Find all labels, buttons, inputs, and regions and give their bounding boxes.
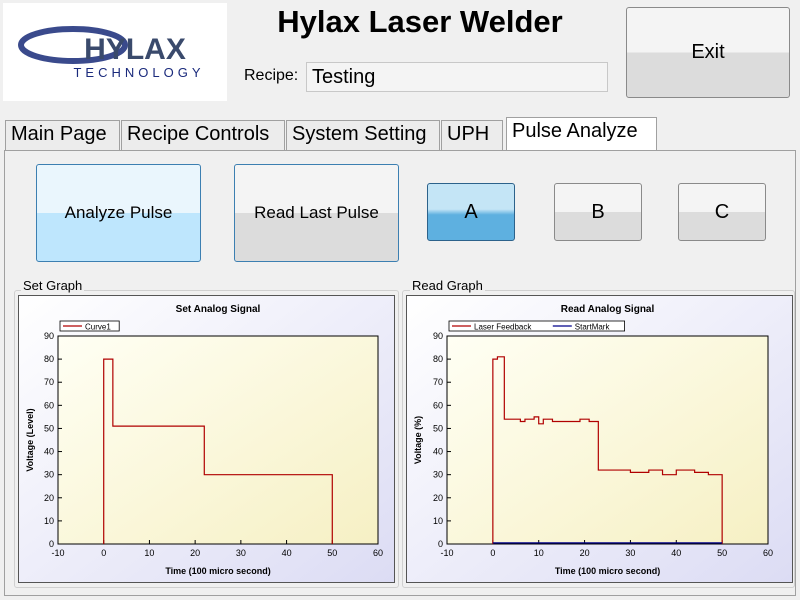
y-tick-label: 10	[44, 516, 54, 526]
x-tick-label: 60	[763, 548, 773, 558]
y-tick-label: 20	[433, 493, 443, 503]
tab[interactable]: Main Page	[5, 120, 120, 150]
logo-swoosh	[18, 26, 128, 64]
x-tick-label: 0	[101, 548, 106, 558]
tab[interactable]: Recipe Controls	[121, 120, 285, 150]
y-axis-label: Voltage (%)	[413, 416, 423, 464]
y-tick-label: 50	[44, 423, 54, 433]
data-line	[103, 358, 333, 544]
x-tick-label: 50	[327, 548, 337, 558]
chart: Set Analog Signal Time (100 micro second)…	[18, 295, 395, 583]
y-tick-label: 40	[433, 447, 443, 457]
y-tick-label: 20	[44, 493, 54, 503]
y-tick-label: 90	[433, 331, 443, 341]
x-axis-label: Time (100 micro second)	[165, 566, 270, 576]
x-axis-label: Time (100 micro second)	[555, 566, 660, 576]
x-tick-label: 0	[490, 548, 495, 558]
chart: Read Analog Signal Time (100 micro second…	[406, 295, 793, 583]
legend-label: Curve1	[85, 323, 111, 332]
y-tick-label: 80	[433, 354, 443, 364]
channel-button[interactable]: A	[427, 183, 515, 241]
plot-area	[446, 335, 769, 545]
chart-title: Set Analog Signal	[176, 304, 261, 315]
exit-button[interactable]: Exit	[626, 7, 790, 98]
x-tick-label: -10	[440, 548, 453, 558]
y-tick-label: 40	[44, 447, 54, 457]
tab[interactable]: UPH	[441, 120, 503, 150]
x-tick-label: 30	[625, 548, 635, 558]
app-title: Hylax Laser Welder	[277, 4, 563, 39]
y-tick-label: 70	[433, 377, 443, 387]
x-tick-label: 40	[282, 548, 292, 558]
tab[interactable]: System Setting	[286, 120, 440, 150]
y-tick-label: 30	[433, 470, 443, 480]
group-box	[14, 290, 399, 588]
x-tick-label: 10	[534, 548, 544, 558]
y-tick-label: 70	[44, 377, 54, 387]
x-tick-label: 30	[236, 548, 246, 558]
x-tick-label: -10	[51, 548, 64, 558]
y-tick-label: 10	[433, 516, 443, 526]
channel-button[interactable]: C	[678, 183, 766, 241]
group-box	[402, 290, 795, 588]
y-tick-label: 30	[44, 470, 54, 480]
x-tick-label: 60	[373, 548, 383, 558]
y-tick-label: 50	[433, 423, 443, 433]
legend-box	[448, 320, 626, 332]
recipe-label: Recipe:	[244, 67, 299, 84]
group-label: Set Graph	[21, 278, 85, 293]
logo-graphic: HYLAX TECHNOLOGY	[18, 26, 204, 80]
legend-label: StartMark	[575, 323, 611, 332]
channel-button[interactable]: B	[554, 183, 642, 241]
y-axis-label: Voltage (Level)	[25, 408, 35, 471]
active-tab[interactable]: Pulse Analyze	[506, 117, 657, 151]
y-tick-label: 90	[44, 331, 54, 341]
logo: HYLAX TECHNOLOGY	[3, 3, 227, 101]
y-tick-label: 60	[44, 400, 54, 410]
y-tick-label: 80	[44, 354, 54, 364]
logo-brand: HYLAX	[84, 33, 186, 66]
y-tick-label: 0	[49, 539, 54, 549]
logo-tagline: TECHNOLOGY	[73, 65, 204, 80]
legend-label: Laser Feedback	[474, 323, 532, 332]
group-label: Read Graph	[410, 278, 485, 293]
read-last-pulse-button[interactable]: Read Last Pulse	[234, 164, 399, 262]
x-tick-label: 50	[717, 548, 727, 558]
y-tick-label: 60	[433, 400, 443, 410]
data-line	[492, 356, 723, 544]
y-tick-label: 0	[438, 539, 443, 549]
x-tick-label: 10	[144, 548, 154, 558]
x-tick-label: 20	[580, 548, 590, 558]
recipe-field[interactable]: Testing	[306, 62, 608, 92]
analyze-pulse-button[interactable]: Analyze Pulse	[36, 164, 201, 262]
x-tick-label: 20	[190, 548, 200, 558]
plot-area	[57, 335, 379, 545]
legend-box	[59, 320, 120, 332]
x-tick-label: 40	[671, 548, 681, 558]
chart-title: Read Analog Signal	[561, 304, 655, 315]
